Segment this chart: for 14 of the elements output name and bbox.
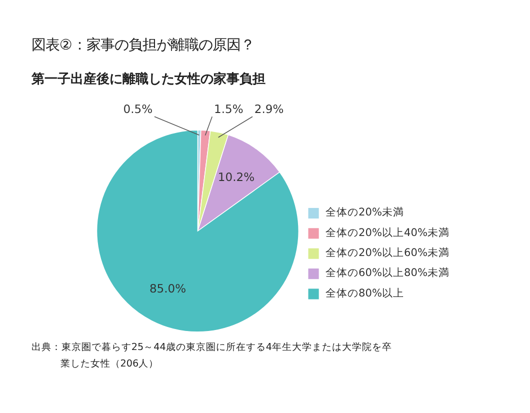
legend-label: 全体の20%以上40%未満 xyxy=(326,226,450,239)
chart-subtitle: 第一子出産後に離職した女性の家事負担 xyxy=(30,70,266,87)
data-label: 1.5% xyxy=(214,102,244,116)
legend-label: 全体の80%以上 xyxy=(326,286,404,300)
data-label: 2.9% xyxy=(254,102,284,116)
legend-label: 全体の60%以上80%未満 xyxy=(326,266,450,280)
chart-title: 図表②：家事の負担が離職の原因？ xyxy=(31,37,254,54)
legend-label: 全体の20%未満 xyxy=(326,206,404,219)
legend-label: 全体の20%以上60%未満 xyxy=(326,246,450,260)
data-label: 0.5% xyxy=(123,102,153,116)
source-note: 出典：東京圏で暮らす25～44歳の東京圏に所在する4年生大学または大学院を卒業した女性（206人） xyxy=(31,341,392,370)
data-label: 10.2% xyxy=(218,170,255,184)
data-label: 85.0% xyxy=(149,282,186,296)
pie-slice xyxy=(96,130,300,332)
